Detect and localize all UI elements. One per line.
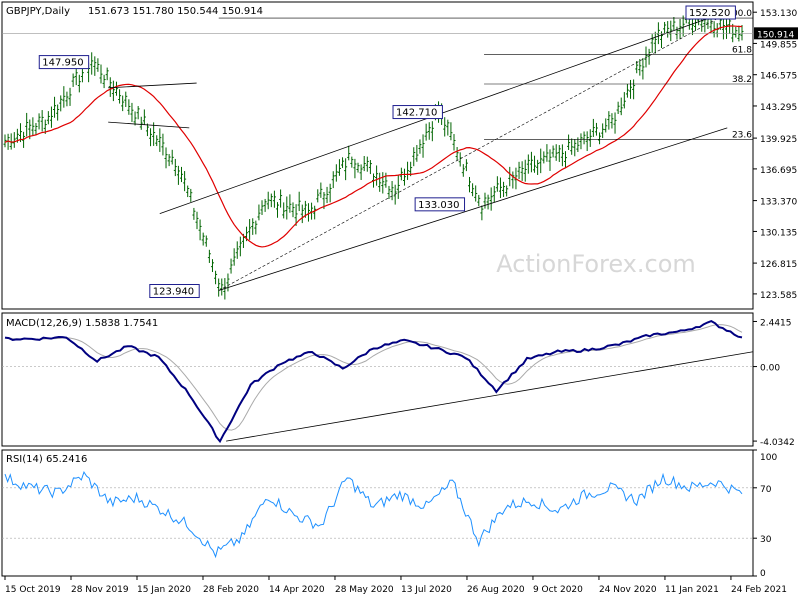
fib-label: 100.0 <box>726 9 752 19</box>
rsi-axis-label: 100 <box>760 453 777 463</box>
rsi-axis-label: 30 <box>760 535 772 545</box>
price-callout-box <box>414 197 466 212</box>
price-layer: 100.0 61.8 38.2 23.6 147.950 142.710 133.030 12… <box>2 5 753 300</box>
price-callout-box <box>149 284 200 299</box>
macd-line <box>4 320 743 444</box>
price-callout-text: 123.940 <box>153 287 194 298</box>
price-axis-label: 139.925 <box>760 135 797 145</box>
macd-panel-frame <box>1 312 754 447</box>
macd-trendline <box>226 351 754 442</box>
ohlc-label: 151.673 151.780 150.544 150.914 <box>88 6 263 17</box>
price-callout-box <box>392 105 443 120</box>
price-callout-text: 147.950 <box>42 58 83 69</box>
macd-axis-label: -4.0342 <box>760 438 795 448</box>
current-price-badge <box>754 27 798 40</box>
rsi-axis-label: 0 <box>760 569 766 579</box>
moving-average-line <box>4 25 743 248</box>
rsi-label: RSI(14) 65.2416 <box>6 454 87 465</box>
symbol-label: GBPJPY,Daily <box>6 6 70 17</box>
x-axis-label: 15 Oct 2019 <box>5 585 61 595</box>
price-callout-text: 142.710 <box>396 108 437 119</box>
consolidation-bottom-line <box>108 121 190 129</box>
rsi-panel-frame <box>1 449 754 577</box>
price-axis-label: 130.135 <box>760 228 797 238</box>
x-axis-label: 28 Nov 2019 <box>71 585 129 595</box>
x-axis-label: 11 Jan 2021 <box>665 585 719 595</box>
price-axis-label: 149.855 <box>760 40 797 50</box>
axis-layer: 153.130 149.855 146.575 143.295 139.925 136.6… <box>4 9 798 595</box>
fib-label: 38.2 <box>732 75 752 85</box>
macd-axis-label: 2.4415 <box>760 318 792 328</box>
price-panel-frame <box>1 1 754 310</box>
macd-axis-label: 0.00 <box>760 364 780 374</box>
x-axis-label: 24 Nov 2020 <box>599 585 657 595</box>
channel-upper-line <box>159 11 728 215</box>
price-axis-label: 126.815 <box>760 260 797 270</box>
rsi-layer <box>2 470 753 559</box>
x-axis-label: 28 Feb 2020 <box>203 585 259 595</box>
consolidation-top-line <box>108 82 197 89</box>
trend-dashed-line <box>218 16 721 291</box>
macd-signal-line <box>4 324 743 431</box>
watermark: ActionForex.com <box>496 250 696 278</box>
x-axis-label: 13 Jul 2020 <box>401 585 452 595</box>
price-callout-box <box>38 55 90 70</box>
price-axis-label: 153.130 <box>760 9 797 19</box>
x-axis-label: 14 Apr 2020 <box>269 585 325 595</box>
rsi-axis-label: 70 <box>760 485 772 495</box>
price-axis-label: 143.295 <box>760 103 797 113</box>
price-axis-label: 146.575 <box>760 72 797 82</box>
channel-lower-line <box>218 127 728 291</box>
price-axis-label: 123.585 <box>760 291 797 301</box>
fib-label: 23.6 <box>732 130 752 140</box>
price-callout-box <box>685 5 736 20</box>
price-callout-text: 133.030 <box>418 200 459 211</box>
macd-label: MACD(12,26,9) 1.5838 1.7541 <box>6 318 158 329</box>
x-axis-label: 15 Jan 2020 <box>137 585 191 595</box>
price-callout-text: 152.520 <box>689 8 730 19</box>
price-axis-label: 133.370 <box>760 198 797 208</box>
macd-layer <box>2 320 754 444</box>
rsi-line <box>4 470 743 559</box>
current-price-text: 150.914 <box>757 30 794 40</box>
price-axis-label: 136.695 <box>760 166 797 176</box>
fib-label: 61.8 <box>732 45 752 55</box>
x-axis-label: 24 Feb 2021 <box>731 585 787 595</box>
x-axis-label: 26 Aug 2020 <box>467 585 525 595</box>
x-axis-label: 9 Oct 2020 <box>533 585 583 595</box>
x-axis-label: 28 May 2020 <box>335 585 394 595</box>
